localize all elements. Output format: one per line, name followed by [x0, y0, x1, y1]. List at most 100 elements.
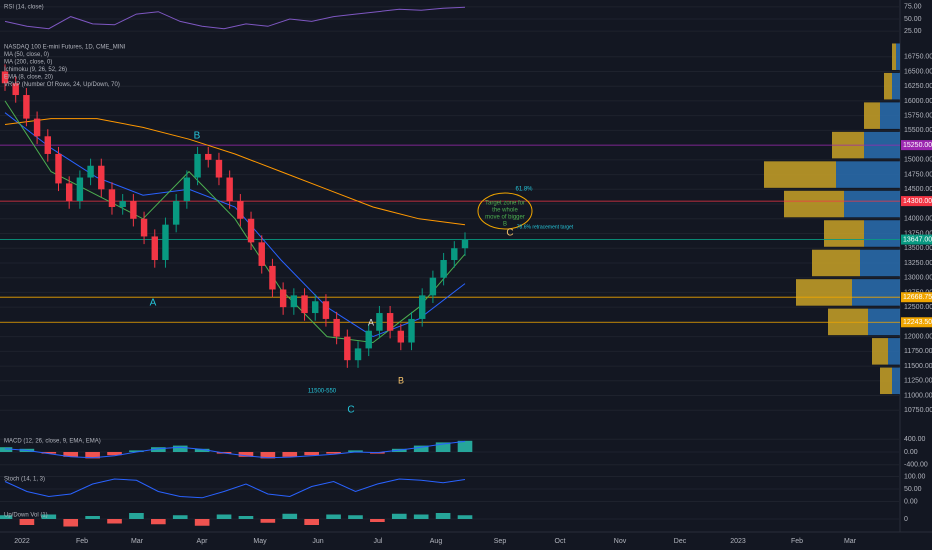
- y-tick-label: 12000.00: [904, 333, 932, 340]
- volume-profile-up: [892, 367, 900, 395]
- histogram-bar: [63, 452, 79, 457]
- volume-profile-up: [844, 190, 900, 218]
- candle-body: [108, 189, 116, 207]
- volume-profile-down: [872, 338, 888, 365]
- annotation: B: [194, 131, 201, 142]
- histogram-bar: [282, 513, 298, 519]
- volume-profile-up: [896, 43, 900, 70]
- pane-title: MACD (12, 26, close, 9, EMA, EMA): [4, 439, 101, 445]
- annotation: C: [506, 228, 513, 239]
- volume-profile-down: [784, 190, 844, 218]
- candle-body: [461, 239, 469, 249]
- x-tick-label: Mar: [131, 538, 144, 545]
- histogram-bar: [413, 445, 429, 452]
- x-tick-label: 2023: [730, 538, 746, 545]
- candle-body: [451, 248, 458, 261]
- histogram-bar: [348, 450, 363, 452]
- volume-profile-down: [892, 43, 896, 70]
- annotation: Target zone for: [485, 201, 525, 207]
- y-tick-label: 0.00: [904, 449, 918, 456]
- x-tick-label: Dec: [674, 538, 687, 545]
- volume-profile-up: [892, 72, 900, 100]
- annotation: 61.8%: [515, 187, 533, 193]
- y-tick-label: 14750.00: [904, 171, 932, 178]
- level-label: 14300.00: [903, 198, 932, 205]
- histogram-bar: [326, 452, 341, 454]
- y-tick-label: 16500.00: [904, 68, 932, 75]
- volume-profile-up: [836, 161, 900, 188]
- candle-body: [205, 153, 212, 160]
- annotation: A: [368, 317, 374, 327]
- candle-body: [333, 318, 340, 337]
- y-tick-label: 50.00: [904, 486, 922, 493]
- histogram-bar: [129, 513, 144, 519]
- candle-body: [87, 165, 94, 178]
- y-tick-label: -400.00: [904, 462, 928, 469]
- candle-body: [226, 177, 233, 202]
- y-tick-label: 25.00: [904, 28, 922, 35]
- candle-body: [65, 183, 73, 202]
- y-tick-label: 16250.00: [904, 83, 932, 90]
- candle-body: [44, 136, 51, 154]
- annotation: 78.6% retracement target: [517, 224, 574, 230]
- candle-body: [119, 201, 126, 207]
- candle-body: [194, 153, 201, 178]
- histogram-bar: [260, 452, 276, 459]
- y-tick-label: 13000.00: [904, 275, 932, 282]
- x-tick-label: Oct: [555, 538, 566, 545]
- y-tick-label: 14000.00: [904, 216, 932, 223]
- histogram-bar: [85, 452, 100, 459]
- annotation: move of bigger: [485, 215, 525, 221]
- candle-body: [183, 177, 191, 202]
- volume-profile-down: [824, 220, 864, 247]
- macd-line: [4, 440, 466, 459]
- y-tick-label: 0.00: [904, 498, 918, 505]
- histogram-bar: [260, 519, 276, 523]
- histogram-bar: [326, 514, 341, 519]
- y-tick-label: 13500.00: [904, 245, 932, 252]
- histogram-bar: [151, 447, 166, 452]
- candle-body: [215, 159, 223, 178]
- histogram-bar: [216, 514, 232, 519]
- candle-body: [301, 295, 308, 314]
- y-tick-label: 11750.00: [904, 348, 932, 355]
- candle-body: [365, 330, 372, 349]
- candle-body: [1, 71, 9, 84]
- legend-entry: VRVP (Number Of Rows, 24, Up/Down, 70): [4, 82, 120, 88]
- y-tick-label: 16750.00: [904, 54, 932, 61]
- volume-profile-down: [880, 367, 892, 395]
- histogram-bar: [63, 519, 79, 527]
- volume-profile-down: [796, 279, 852, 306]
- histogram-bar: [0, 447, 13, 452]
- x-tick-label: Nov: [614, 538, 627, 545]
- pane-title: Stoch (14, 1, 3): [4, 477, 45, 483]
- level-label-box: [901, 292, 932, 303]
- annotation: the whole: [492, 208, 518, 214]
- histogram-bar: [129, 450, 144, 452]
- candle-body: [279, 289, 287, 308]
- y-tick-label: 10750.00: [904, 407, 932, 414]
- level-label-box: [901, 140, 932, 151]
- y-tick-label: 0: [904, 516, 908, 523]
- histogram-bar: [413, 514, 429, 519]
- histogram-bar: [391, 513, 407, 519]
- candle-body: [55, 153, 62, 184]
- chart-title: NASDAQ 100 E-mini Futures, 1D, CME_MINI: [4, 45, 126, 51]
- volume-profile-down: [864, 102, 880, 129]
- legend-entry: MA (50, close, 0): [4, 52, 49, 58]
- volume-profile-up: [864, 220, 900, 247]
- histogram-bar: [238, 452, 254, 457]
- y-tick-label: 15500.00: [904, 127, 932, 134]
- y-tick-label: 11250.00: [904, 378, 932, 385]
- y-tick-label: 15750.00: [904, 112, 932, 119]
- histogram-bar: [194, 448, 210, 452]
- candle-body: [322, 301, 330, 319]
- annotation: B: [503, 222, 507, 228]
- candle-body: [354, 348, 362, 361]
- candle-body: [429, 277, 437, 296]
- candle-body: [397, 330, 405, 343]
- volume-profile-down: [764, 161, 836, 188]
- x-tick-label: Jun: [312, 538, 323, 545]
